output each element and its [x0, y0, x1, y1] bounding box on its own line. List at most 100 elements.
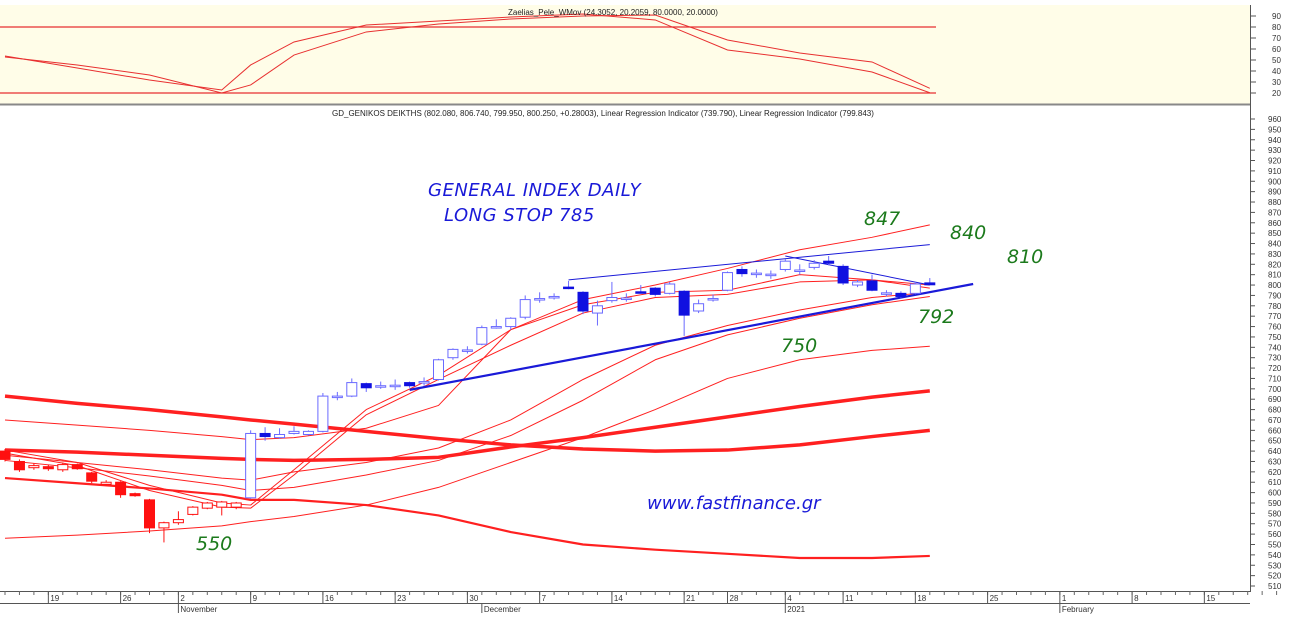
candle-body	[808, 262, 820, 268]
candle-body	[418, 381, 430, 384]
time-axis-label: 26	[123, 594, 132, 603]
candle-body	[909, 283, 921, 294]
candle-body	[880, 292, 892, 295]
candle-body	[245, 432, 257, 499]
price-axis-label: 710	[1268, 374, 1282, 383]
oscillator-axis-label: 80	[1272, 23, 1281, 32]
candle	[519, 295, 531, 320]
candle	[880, 290, 892, 297]
price-axis-label: 910	[1268, 167, 1282, 176]
candle	[620, 293, 632, 302]
candle	[505, 317, 517, 330]
candle-body	[490, 326, 502, 329]
candle-body	[317, 395, 329, 432]
candle	[750, 269, 762, 278]
price-axis-label: 850	[1268, 229, 1282, 238]
candle	[808, 260, 820, 270]
level-label-840: 840	[950, 222, 987, 244]
candle-body	[13, 460, 25, 471]
candle-body	[230, 502, 242, 508]
candle-body	[57, 464, 69, 471]
candle-body	[28, 465, 40, 469]
moving-average-line	[4, 291, 930, 481]
time-axis-label: 7	[542, 594, 547, 603]
time-axis-label: 28	[730, 594, 739, 603]
price-axis-label: 530	[1268, 561, 1282, 570]
candle	[909, 281, 921, 295]
candle-body	[722, 272, 733, 291]
price-axis-label: 560	[1268, 530, 1282, 539]
candle-body	[779, 260, 791, 270]
candle-body	[548, 295, 560, 299]
candle	[28, 463, 40, 470]
price-axis-label: 830	[1268, 250, 1282, 259]
price-axis-label: 810	[1268, 271, 1282, 280]
price-axis-label: 630	[1268, 457, 1282, 466]
candle-body	[534, 298, 546, 301]
oscillator-line	[4, 14, 931, 94]
candle	[317, 392, 329, 433]
candle-body	[895, 292, 907, 297]
axis-layer: 9080706050403020510520530540550560570580…	[4, 12, 1282, 614]
candle	[375, 381, 387, 389]
candle	[144, 498, 155, 534]
candle-body	[331, 395, 343, 399]
candle	[461, 346, 473, 354]
candle-body	[100, 481, 112, 485]
candle	[418, 377, 430, 386]
price-axis-label: 510	[1268, 582, 1282, 591]
price-axis-label: 520	[1268, 572, 1282, 581]
level-label-810: 810	[1007, 246, 1044, 268]
candle-body	[866, 280, 878, 291]
candle-body	[519, 299, 531, 318]
candle	[490, 319, 502, 329]
candle	[216, 500, 228, 516]
candle	[389, 379, 401, 390]
candle	[693, 299, 705, 314]
candle-body	[620, 297, 632, 301]
candle-body	[216, 501, 228, 508]
moving-average-line	[4, 295, 930, 492]
level-label-750: 750	[781, 335, 818, 357]
candle-body	[274, 433, 286, 439]
candle	[274, 428, 286, 439]
price-axis-label: 920	[1268, 157, 1282, 166]
oscillator-axis-label: 70	[1272, 34, 1281, 43]
price-axis-label: 950	[1268, 125, 1282, 134]
price-axis-label: 700	[1268, 385, 1282, 394]
candle-body	[635, 291, 647, 294]
level-label-550: 550	[196, 533, 233, 555]
time-axis-label: 8	[1134, 594, 1139, 603]
candle-body	[404, 382, 416, 387]
annotation-long-stop: LONG STOP 785	[444, 205, 595, 226]
candle-body	[360, 383, 372, 389]
price-axis-label: 840	[1268, 240, 1282, 249]
time-axis-label: 18	[917, 594, 926, 603]
candle	[346, 378, 358, 398]
candle	[722, 271, 733, 292]
candle	[852, 279, 864, 288]
candle-body	[0, 450, 11, 460]
candle-body	[707, 298, 719, 301]
price-axis-label: 940	[1268, 136, 1282, 145]
candle-body	[852, 281, 864, 286]
time-axis-label: 19	[50, 594, 59, 603]
candle	[129, 492, 141, 497]
candle	[563, 280, 575, 290]
candle	[823, 255, 835, 266]
trendline	[568, 244, 930, 281]
candle	[259, 427, 271, 441]
candle-body	[678, 290, 690, 316]
candle	[577, 291, 589, 315]
price-axis-label: 570	[1268, 520, 1282, 529]
candle-body	[476, 327, 488, 345]
price-axis-label: 820	[1268, 260, 1282, 269]
candle-body	[924, 282, 936, 286]
price-axis-label: 740	[1268, 343, 1282, 352]
moving-average-line	[4, 224, 930, 441]
trendline	[409, 282, 974, 391]
time-axis-label: 16	[325, 594, 334, 603]
candle	[837, 264, 849, 286]
candle-body	[172, 519, 184, 524]
